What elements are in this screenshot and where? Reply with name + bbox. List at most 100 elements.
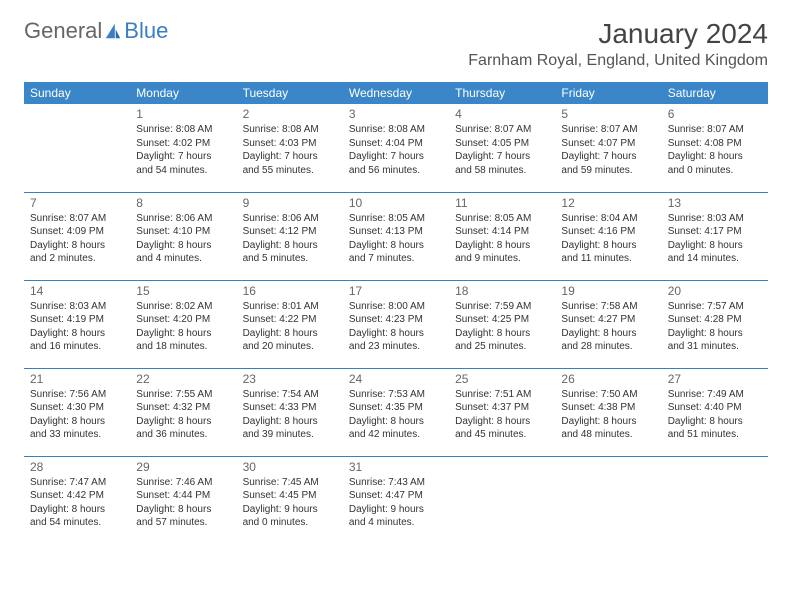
logo-text-blue: Blue (124, 18, 168, 44)
day-number: 5 (561, 106, 655, 122)
sunset-text: Sunset: 4:22 PM (243, 313, 337, 327)
sunrise-text: Sunrise: 7:56 AM (30, 388, 124, 402)
day-number: 28 (30, 459, 124, 475)
calendar-cell: 28Sunrise: 7:47 AMSunset: 4:42 PMDayligh… (24, 456, 130, 544)
daylight-text: Daylight: 8 hours (455, 415, 549, 429)
sunrise-text: Sunrise: 8:07 AM (668, 123, 762, 137)
daylight-text: Daylight: 8 hours (136, 239, 230, 253)
sunset-text: Sunset: 4:07 PM (561, 137, 655, 151)
calendar-cell: 12Sunrise: 8:04 AMSunset: 4:16 PMDayligh… (555, 192, 661, 280)
daylight-text: Daylight: 7 hours (243, 150, 337, 164)
weekday-header: Monday (130, 82, 236, 104)
daylight-text: Daylight: 7 hours (561, 150, 655, 164)
daylight-text: and 45 minutes. (455, 428, 549, 442)
sunset-text: Sunset: 4:08 PM (668, 137, 762, 151)
daylight-text: and 9 minutes. (455, 252, 549, 266)
sunrise-text: Sunrise: 7:50 AM (561, 388, 655, 402)
calendar-row: 14Sunrise: 8:03 AMSunset: 4:19 PMDayligh… (24, 280, 768, 368)
calendar-cell: 1Sunrise: 8:08 AMSunset: 4:02 PMDaylight… (130, 104, 236, 192)
sunset-text: Sunset: 4:47 PM (349, 489, 443, 503)
day-number: 14 (30, 283, 124, 299)
day-number: 25 (455, 371, 549, 387)
day-number: 15 (136, 283, 230, 299)
month-title: January 2024 (468, 18, 768, 50)
calendar-row: 21Sunrise: 7:56 AMSunset: 4:30 PMDayligh… (24, 368, 768, 456)
calendar-table: Sunday Monday Tuesday Wednesday Thursday… (24, 82, 768, 544)
daylight-text: and 2 minutes. (30, 252, 124, 266)
sunset-text: Sunset: 4:44 PM (136, 489, 230, 503)
daylight-text: Daylight: 8 hours (349, 415, 443, 429)
sunrise-text: Sunrise: 7:59 AM (455, 300, 549, 314)
daylight-text: and 28 minutes. (561, 340, 655, 354)
calendar-cell: 10Sunrise: 8:05 AMSunset: 4:13 PMDayligh… (343, 192, 449, 280)
sunrise-text: Sunrise: 8:03 AM (668, 212, 762, 226)
logo: General Blue (24, 18, 168, 44)
sunset-text: Sunset: 4:17 PM (668, 225, 762, 239)
sunset-text: Sunset: 4:28 PM (668, 313, 762, 327)
weekday-header: Thursday (449, 82, 555, 104)
sunrise-text: Sunrise: 8:06 AM (136, 212, 230, 226)
calendar-cell (24, 104, 130, 192)
calendar-cell (555, 456, 661, 544)
day-number: 8 (136, 195, 230, 211)
sunrise-text: Sunrise: 7:54 AM (243, 388, 337, 402)
weekday-header: Sunday (24, 82, 130, 104)
sunset-text: Sunset: 4:13 PM (349, 225, 443, 239)
calendar-cell: 21Sunrise: 7:56 AMSunset: 4:30 PMDayligh… (24, 368, 130, 456)
sunrise-text: Sunrise: 8:06 AM (243, 212, 337, 226)
daylight-text: and 54 minutes. (136, 164, 230, 178)
day-number: 29 (136, 459, 230, 475)
day-number: 10 (349, 195, 443, 211)
daylight-text: and 54 minutes. (30, 516, 124, 530)
daylight-text: and 4 minutes. (136, 252, 230, 266)
sunrise-text: Sunrise: 7:58 AM (561, 300, 655, 314)
daylight-text: Daylight: 8 hours (561, 239, 655, 253)
calendar-row: 28Sunrise: 7:47 AMSunset: 4:42 PMDayligh… (24, 456, 768, 544)
sunset-text: Sunset: 4:32 PM (136, 401, 230, 415)
sunrise-text: Sunrise: 8:07 AM (455, 123, 549, 137)
sunset-text: Sunset: 4:33 PM (243, 401, 337, 415)
daylight-text: Daylight: 8 hours (668, 150, 762, 164)
day-number: 18 (455, 283, 549, 299)
sunrise-text: Sunrise: 7:57 AM (668, 300, 762, 314)
daylight-text: Daylight: 8 hours (136, 415, 230, 429)
sunset-text: Sunset: 4:10 PM (136, 225, 230, 239)
calendar-cell: 26Sunrise: 7:50 AMSunset: 4:38 PMDayligh… (555, 368, 661, 456)
sunset-text: Sunset: 4:03 PM (243, 137, 337, 151)
daylight-text: Daylight: 8 hours (349, 239, 443, 253)
daylight-text: and 18 minutes. (136, 340, 230, 354)
daylight-text: and 48 minutes. (561, 428, 655, 442)
calendar-cell: 18Sunrise: 7:59 AMSunset: 4:25 PMDayligh… (449, 280, 555, 368)
calendar-cell: 25Sunrise: 7:51 AMSunset: 4:37 PMDayligh… (449, 368, 555, 456)
sunrise-text: Sunrise: 8:04 AM (561, 212, 655, 226)
day-number: 24 (349, 371, 443, 387)
day-number: 21 (30, 371, 124, 387)
daylight-text: and 25 minutes. (455, 340, 549, 354)
title-block: January 2024 Farnham Royal, England, Uni… (468, 18, 768, 70)
calendar-cell: 24Sunrise: 7:53 AMSunset: 4:35 PMDayligh… (343, 368, 449, 456)
day-number: 27 (668, 371, 762, 387)
sunset-text: Sunset: 4:16 PM (561, 225, 655, 239)
calendar-row: 1Sunrise: 8:08 AMSunset: 4:02 PMDaylight… (24, 104, 768, 192)
sunrise-text: Sunrise: 7:51 AM (455, 388, 549, 402)
daylight-text: and 23 minutes. (349, 340, 443, 354)
sunset-text: Sunset: 4:27 PM (561, 313, 655, 327)
weekday-header: Wednesday (343, 82, 449, 104)
calendar-cell: 30Sunrise: 7:45 AMSunset: 4:45 PMDayligh… (237, 456, 343, 544)
daylight-text: and 58 minutes. (455, 164, 549, 178)
daylight-text: and 36 minutes. (136, 428, 230, 442)
calendar-cell: 19Sunrise: 7:58 AMSunset: 4:27 PMDayligh… (555, 280, 661, 368)
day-number: 16 (243, 283, 337, 299)
day-number: 17 (349, 283, 443, 299)
calendar-cell: 14Sunrise: 8:03 AMSunset: 4:19 PMDayligh… (24, 280, 130, 368)
daylight-text: Daylight: 8 hours (243, 327, 337, 341)
logo-sail-icon (104, 22, 122, 40)
sunset-text: Sunset: 4:12 PM (243, 225, 337, 239)
calendar-cell: 8Sunrise: 8:06 AMSunset: 4:10 PMDaylight… (130, 192, 236, 280)
day-number: 31 (349, 459, 443, 475)
day-number: 13 (668, 195, 762, 211)
day-number: 6 (668, 106, 762, 122)
day-number: 19 (561, 283, 655, 299)
sunrise-text: Sunrise: 8:07 AM (561, 123, 655, 137)
sunrise-text: Sunrise: 8:00 AM (349, 300, 443, 314)
